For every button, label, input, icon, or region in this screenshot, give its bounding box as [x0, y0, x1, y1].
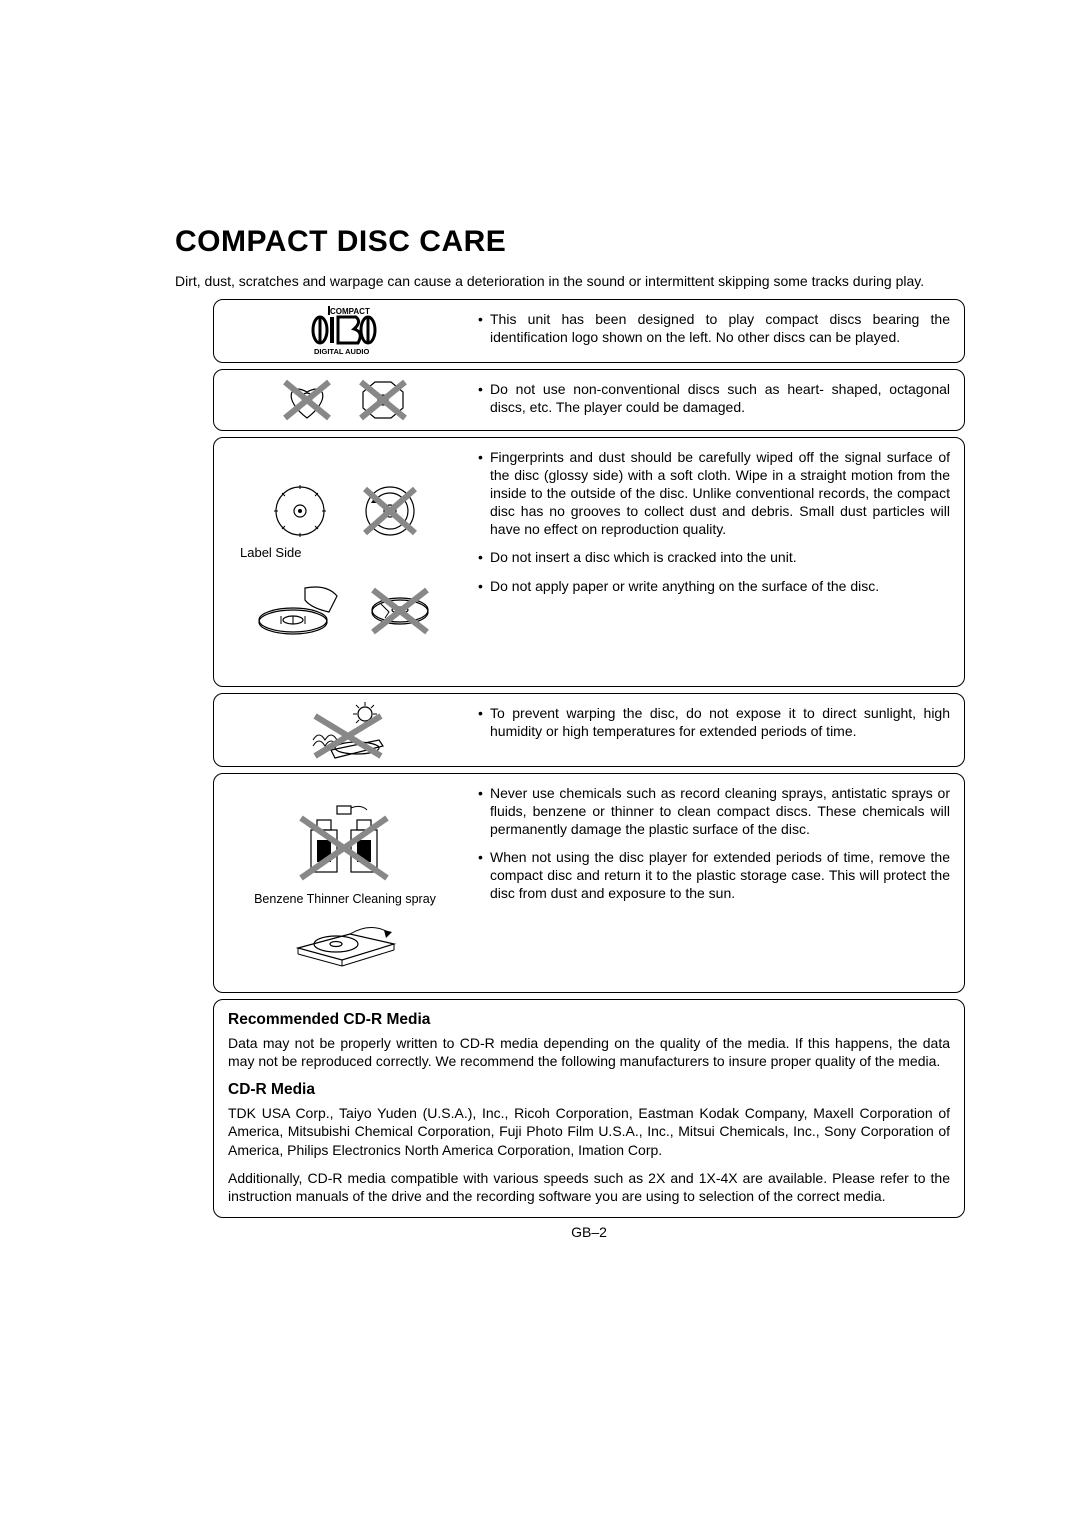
- page-number: GB–2: [213, 1224, 965, 1240]
- svg-text:COMPACT: COMPACT: [330, 307, 370, 316]
- bottles-spray-icon: [275, 798, 415, 888]
- panel-sunlight: To prevent warping the disc, do not expo…: [213, 693, 965, 767]
- recommended-p1: Data may not be properly written to CD-R…: [228, 1034, 950, 1070]
- panel5-bullet1: Never use chemicals such as record clean…: [478, 784, 950, 839]
- cd-logo-illustration: COMPACT DIGITAL AUDIO: [220, 306, 470, 356]
- nonconventional-illustration: [220, 376, 470, 424]
- cdr-media-heading: CD-R Media: [228, 1080, 950, 1100]
- cdr-media-note: Additionally, CD-R media compatible with…: [228, 1169, 950, 1205]
- panel1-bullet1: This unit has been designed to play comp…: [478, 310, 950, 346]
- cleaning-illustration: Label Side: [220, 444, 470, 680]
- compact-disc-logo-icon: COMPACT DIGITAL AUDIO: [300, 306, 390, 356]
- intro-text: Dirt, dust, scratches and warpage can ca…: [175, 273, 965, 291]
- panel2-bullet1: Do not use non-conventional discs such a…: [478, 380, 950, 416]
- panel3-bullet1: Fingerprints and dust should be carefull…: [478, 448, 950, 539]
- page-title: COMPACT DISC CARE: [175, 225, 965, 259]
- panel-cleaning: Label Side: [213, 437, 965, 687]
- heart-disc-icon: [279, 376, 335, 424]
- disc-case-icon: [280, 912, 410, 968]
- cracked-disc-icon: [365, 578, 435, 640]
- cdr-media-list: TDK USA Corp., Taiyo Yuden (U.S.A.), Inc…: [228, 1104, 950, 1159]
- chemicals-illustration: Benzene Thinner Cleaning spray: [220, 780, 470, 986]
- recommended-heading: Recommended CD-R Media: [228, 1010, 950, 1030]
- panel-recommended-media: Recommended CD-R Media Data may not be p…: [213, 999, 965, 1219]
- sunlight-illustration: [220, 700, 470, 760]
- svg-text:DIGITAL AUDIO: DIGITAL AUDIO: [314, 347, 369, 356]
- panel5-bullet2: When not using the disc player for exten…: [478, 848, 950, 903]
- panel-nonconventional: Do not use non-conventional discs such a…: [213, 369, 965, 431]
- disc-correct-icon: [265, 483, 335, 539]
- panel-chemicals: Benzene Thinner Cleaning spray Never use…: [213, 773, 965, 993]
- sun-disc-icon: [285, 700, 405, 760]
- octagon-disc-icon: [355, 376, 411, 424]
- panel3-bullet2: Do not insert a disc which is cracked in…: [478, 548, 950, 566]
- chemicals-label: Benzene Thinner Cleaning spray: [254, 892, 436, 906]
- panel-logo: COMPACT DIGITAL AUDIO This unit has been…: [213, 299, 965, 363]
- disc-wrong-circular-icon: [355, 483, 425, 539]
- wipe-hand-icon: [255, 578, 345, 640]
- panel4-bullet1: To prevent warping the disc, do not expo…: [478, 704, 950, 740]
- label-side-text: Label Side: [240, 545, 301, 560]
- panel3-bullet3: Do not apply paper or write anything on …: [478, 577, 950, 595]
